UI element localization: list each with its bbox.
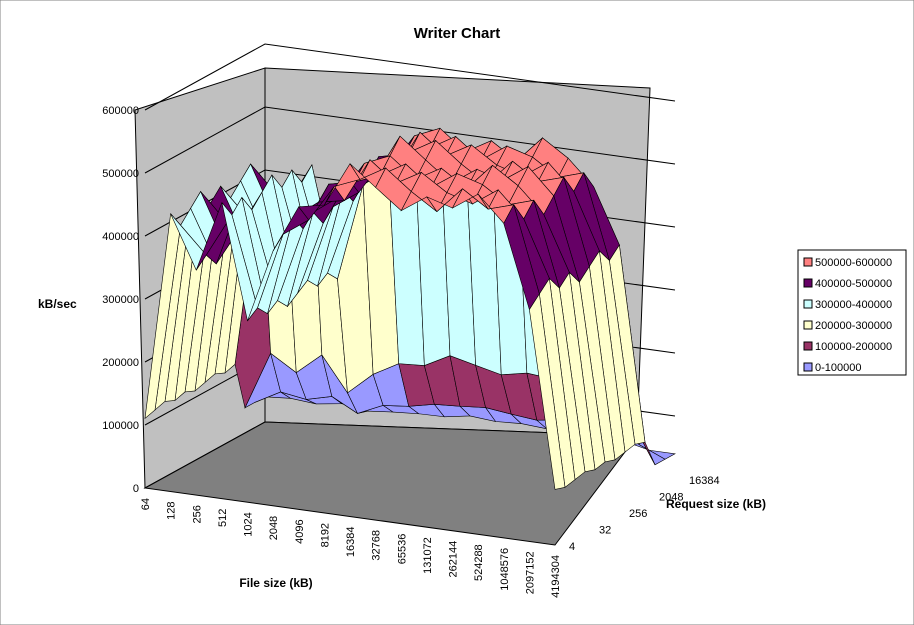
legend-swatch — [803, 299, 813, 309]
request-size-tick-label: 2048 — [659, 492, 683, 504]
file-size-tick-label: 2048 — [268, 516, 280, 540]
file-size-tick-label: 64 — [140, 498, 152, 510]
legend-label: 300000-400000 — [815, 299, 892, 311]
file-size-tick-label: 4096 — [294, 519, 306, 543]
z-tick-label: 500000 — [102, 168, 139, 180]
file-size-tick-label: 2097152 — [524, 551, 536, 594]
request-size-tick-labels: 4 32 256 2048 16384 — [569, 475, 720, 553]
request-size-tick-label: 32 — [599, 525, 611, 537]
file-size-tick-label: 256 — [191, 505, 203, 523]
legend-label: 100000-200000 — [815, 341, 892, 353]
file-size-tick-label: 262144 — [448, 541, 460, 578]
legend-swatch — [803, 320, 813, 330]
request-size-tick-label: 4 — [569, 541, 575, 553]
file-size-tick-label: 131072 — [422, 537, 434, 574]
file-size-tick-label: 16384 — [345, 527, 357, 558]
legend-swatch — [803, 257, 813, 267]
legend-label: 500000-600000 — [815, 257, 892, 269]
file-size-tick-label: 128 — [166, 502, 178, 520]
surface-plot — [144, 127, 676, 490]
legend-swatch — [803, 341, 813, 351]
legend: 500000-600000 400000-500000 300000-400000 2… — [797, 249, 907, 376]
file-size-tick-label: 512 — [217, 509, 229, 527]
z-tick-label: 600000 — [102, 105, 139, 117]
file-size-tick-label: 32768 — [371, 530, 383, 561]
z-tick-label: 100000 — [102, 420, 139, 432]
legend-label: 0-100000 — [815, 362, 862, 374]
z-axis-title: kB/sec — [38, 297, 77, 311]
z-tick-label: 400000 — [102, 231, 139, 243]
z-tick-label: 200000 — [102, 357, 139, 369]
legend-swatch — [803, 278, 813, 288]
file-size-tick-label: 65536 — [396, 534, 408, 565]
file-size-tick-label: 1048576 — [499, 548, 511, 591]
legend-label: 200000-300000 — [815, 320, 892, 332]
file-size-tick-label: 1024 — [243, 512, 255, 536]
legend-swatch — [803, 362, 813, 372]
z-tick-label: 300000 — [102, 294, 139, 306]
legend-label: 400000-500000 — [815, 278, 892, 290]
z-axis-tick-labels: 0 100000 200000 300000 400000 500000 600000 — [102, 105, 139, 495]
z-gridline — [144, 43, 676, 111]
chart-title: Writer Chart — [414, 25, 500, 42]
request-size-tick-label: 16384 — [689, 475, 720, 487]
file-size-tick-label: 524288 — [473, 544, 485, 581]
z-tick-label: 0 — [133, 483, 139, 495]
file-size-tick-labels: 64 128 256 512 1024 2048 4096 8192 16384 32768 655… — [140, 498, 562, 598]
request-size-tick-label: 256 — [629, 508, 647, 520]
file-size-tick-label: 4194304 — [550, 555, 562, 598]
surface-cell — [529, 293, 566, 490]
file-size-tick-label: 8192 — [319, 523, 331, 547]
y-axis-title: Request size (kB) — [666, 497, 766, 511]
x-axis-title: File size (kB) — [239, 576, 312, 590]
